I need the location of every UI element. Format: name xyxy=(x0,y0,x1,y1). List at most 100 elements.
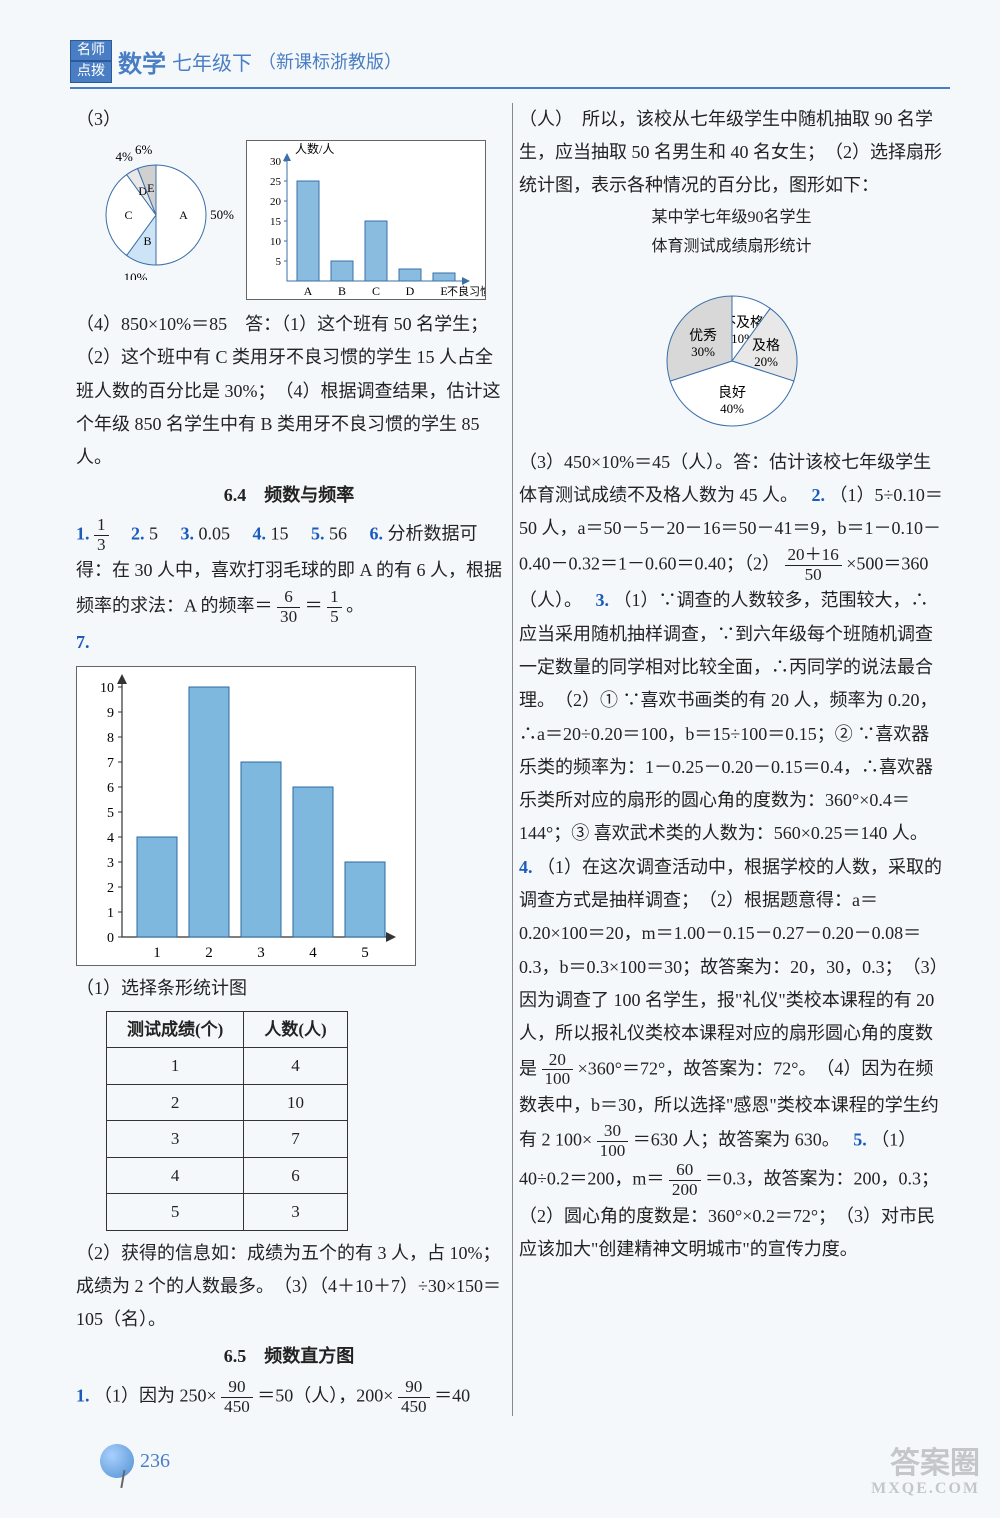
table-row: 53 xyxy=(107,1194,348,1230)
table-cell: 6 xyxy=(244,1157,347,1193)
table-cell: 7 xyxy=(244,1121,347,1157)
qnum-7: 7. xyxy=(76,632,90,652)
r-para1: （人） 所以，该校从七年级学生中随机抽取 90 名学生，应当抽取 50 名男生和… xyxy=(519,103,944,203)
ans1-frac: 13 xyxy=(94,516,109,555)
section-6-4-title: 6.4 频数与频率 xyxy=(76,479,502,512)
table-row: 46 xyxy=(107,1157,348,1193)
header-grade: 七年级下 xyxy=(172,47,252,76)
svg-text:2: 2 xyxy=(205,945,213,961)
svg-text:B: B xyxy=(143,234,151,248)
ans5: 56 xyxy=(329,523,347,543)
r2-f1: 20＋1650 xyxy=(785,546,842,585)
q65-f1: 90450 xyxy=(221,1378,253,1417)
q65-mid1: ＝50（人），200× xyxy=(257,1385,393,1405)
ans6-f2: 15 xyxy=(327,588,342,627)
q3-label: （3） xyxy=(76,103,502,136)
qnum-3: 3. xyxy=(181,523,195,543)
table-cell: 4 xyxy=(107,1157,244,1193)
svg-text:4%: 4% xyxy=(116,149,133,164)
svg-text:0: 0 xyxy=(107,931,114,946)
r-q3: 3. xyxy=(596,590,610,610)
table-cell: 1 xyxy=(107,1048,244,1084)
badge-bottom: 点拨 xyxy=(70,61,112,82)
r-para4a: （1）在这次调查活动中，根据学校的人数，采取的调查方式是抽样调查； （2）根据题… xyxy=(519,857,942,1078)
r5-f1: 60200 xyxy=(669,1161,701,1200)
svg-text:人数/人: 人数/人 xyxy=(295,141,334,156)
svg-text:不良习惯: 不良习惯 xyxy=(447,284,486,298)
svg-text:4: 4 xyxy=(107,831,114,846)
page-number: 236 xyxy=(140,1450,170,1473)
qnum-2: 2. xyxy=(131,523,145,543)
table-cell: 10 xyxy=(244,1084,347,1120)
svg-text:10: 10 xyxy=(100,681,114,696)
page-number-area: 236 xyxy=(100,1444,170,1478)
q3-figures: A50%B10%CD4%E6% 51015202530ABCDE人数/人不良习惯 xyxy=(76,140,502,300)
ans2: 5 xyxy=(149,523,158,543)
q65-f2: 90450 xyxy=(398,1378,430,1417)
ans6-end: 。 xyxy=(346,595,364,615)
table-cell: 3 xyxy=(244,1194,347,1230)
qnum-5: 5. xyxy=(311,523,325,543)
bar-chart-small: 51015202530ABCDE人数/人不良习惯 xyxy=(246,140,486,300)
svg-text:6: 6 xyxy=(107,781,114,796)
svg-text:8: 8 xyxy=(107,731,114,746)
svg-text:C: C xyxy=(124,208,132,222)
svg-text:C: C xyxy=(372,284,380,298)
ans6-mid: ＝ xyxy=(305,595,323,615)
svg-text:A: A xyxy=(179,208,188,222)
svg-text:良好: 良好 xyxy=(718,385,746,401)
table-cell: 2 xyxy=(107,1084,244,1120)
svg-text:E: E xyxy=(147,181,154,195)
svg-text:20%: 20% xyxy=(754,354,778,369)
qnum-1: 1. xyxy=(76,523,90,543)
th-score: 测试成绩(个) xyxy=(107,1011,244,1047)
q65-qnum-1: 1. xyxy=(76,1385,90,1405)
svg-text:7: 7 xyxy=(107,756,114,771)
svg-text:50%: 50% xyxy=(210,207,234,222)
content-columns: （3） A50%B10%CD4%E6% 51015202530ABCDE人数/人… xyxy=(70,103,950,1417)
watermark-big: 答案圈 xyxy=(871,1447,980,1480)
svg-text:10: 10 xyxy=(270,236,282,248)
svg-text:2: 2 xyxy=(107,881,114,896)
svg-text:10%: 10% xyxy=(124,270,148,280)
q64-line: 1. 13 2. 5 3. 0.05 4. 15 5. 56 6. 分析数据可得… xyxy=(76,516,502,626)
pin-icon xyxy=(96,1440,138,1482)
svg-text:30: 30 xyxy=(270,156,282,168)
ans4: 15 xyxy=(271,523,289,543)
svg-text:及格: 及格 xyxy=(752,338,780,354)
q65-pre: （1）因为 250× xyxy=(94,1385,217,1405)
svg-text:15: 15 xyxy=(270,216,282,228)
r-q4: 4. xyxy=(519,857,533,877)
svg-text:20: 20 xyxy=(270,196,282,208)
table-cell: 3 xyxy=(107,1121,244,1157)
th-count: 人数(人) xyxy=(244,1011,347,1047)
pie2-title1: 某中学七年级90名学生 xyxy=(519,203,944,233)
header-badge: 名师 点拨 xyxy=(70,40,112,83)
svg-text:4: 4 xyxy=(309,945,317,961)
badge-top: 名师 xyxy=(70,40,112,61)
svg-text:40%: 40% xyxy=(720,401,744,416)
q4-para: （4）850×10%＝85 答：（1）这个班有 50 名学生；（2）这个班中有 … xyxy=(76,308,502,474)
svg-text:30%: 30% xyxy=(691,344,715,359)
svg-text:3: 3 xyxy=(257,945,265,961)
svg-text:B: B xyxy=(338,284,346,298)
r-block2: （3）450×10%＝45（人）。答：估计该校七年级学生体育测试成绩不及格人数为… xyxy=(519,446,944,1266)
pie2-title2: 体育测试成绩扇形统计 xyxy=(519,232,944,262)
r-para3: （1）∵调查的人数较多，范围较大，∴应当采用随机抽样调查，∵到六年级每个班随机调… xyxy=(519,590,938,843)
svg-text:9: 9 xyxy=(107,706,114,721)
r4-f2: 30100 xyxy=(597,1122,629,1161)
table-row: 37 xyxy=(107,1121,348,1157)
pie-chart-small: A50%B10%CD4%E6% xyxy=(76,140,236,280)
page-header: 名师 点拨 数学 七年级下 （新课标浙教版） xyxy=(70,40,950,89)
svg-text:6%: 6% xyxy=(135,142,153,157)
watermark-small: MXQE.COM xyxy=(871,1480,980,1498)
right-column: （人） 所以，该校从七年级学生中随机抽取 90 名学生，应当抽取 50 名男生和… xyxy=(512,103,950,1417)
left-column: （3） A50%B10%CD4%E6% 51015202530ABCDE人数/人… xyxy=(70,103,508,1417)
qnum-4: 4. xyxy=(253,523,267,543)
q65-line: 1. （1）因为 250× 90450 ＝50（人），200× 90450 ＝4… xyxy=(76,1378,502,1417)
svg-text:5: 5 xyxy=(107,806,114,821)
table-row: 210 xyxy=(107,1084,348,1120)
table-cell: 5 xyxy=(107,1194,244,1230)
ans3: 0.05 xyxy=(199,523,231,543)
svg-text:25: 25 xyxy=(270,176,282,188)
